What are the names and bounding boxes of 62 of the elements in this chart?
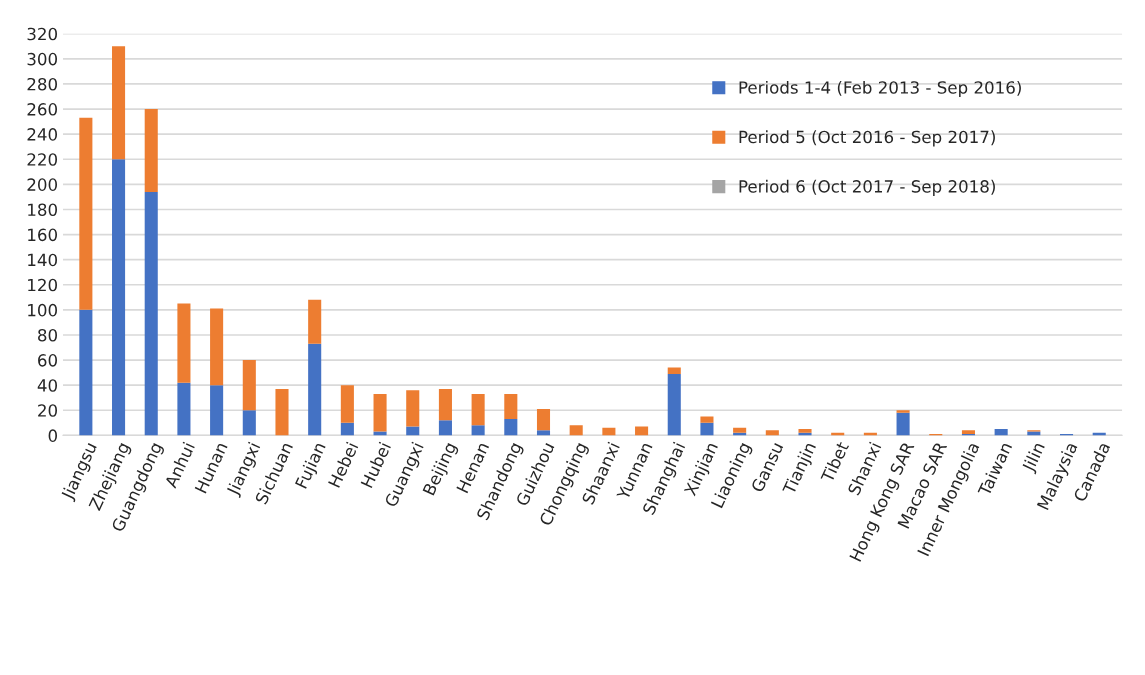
bar bbox=[340, 385, 354, 423]
y-tick-label: 320 bbox=[27, 27, 58, 41]
bar bbox=[242, 410, 256, 436]
y-tick-label: 140 bbox=[28, 253, 58, 267]
bar bbox=[733, 427, 747, 433]
bar bbox=[765, 430, 779, 436]
bar bbox=[700, 416, 714, 423]
y-tick-label: 20 bbox=[38, 404, 58, 417]
bar bbox=[144, 109, 158, 192]
bar bbox=[112, 46, 126, 160]
y-tick-label: 0 bbox=[48, 429, 58, 442]
y-tick-label: 200 bbox=[27, 178, 58, 191]
bar bbox=[667, 373, 681, 436]
bar bbox=[275, 388, 289, 436]
bar bbox=[79, 117, 93, 310]
bar bbox=[961, 430, 975, 435]
y-tick-label: 60 bbox=[38, 354, 58, 367]
bar bbox=[667, 367, 681, 374]
bar bbox=[340, 422, 354, 436]
bar bbox=[406, 390, 420, 427]
y-tick-label: 40 bbox=[37, 379, 58, 392]
y-tick-label: 80 bbox=[38, 328, 58, 342]
bar bbox=[406, 426, 420, 436]
bar bbox=[504, 393, 518, 420]
bar bbox=[994, 429, 1008, 436]
bar bbox=[471, 393, 485, 426]
bar bbox=[635, 426, 649, 436]
legend-label: Period 6 (Oct 2017 - Sep 2018) bbox=[739, 179, 995, 196]
bar bbox=[536, 430, 551, 436]
bar bbox=[112, 159, 126, 436]
bar bbox=[896, 410, 910, 413]
bar bbox=[308, 299, 322, 344]
bar bbox=[144, 191, 158, 436]
y-tick-label: 260 bbox=[27, 103, 58, 116]
bar bbox=[471, 425, 485, 436]
bar bbox=[177, 303, 191, 383]
y-tick-label: 220 bbox=[27, 153, 58, 166]
y-tick-label: 180 bbox=[28, 203, 58, 217]
bar bbox=[504, 419, 518, 436]
bar bbox=[308, 343, 322, 436]
bar bbox=[79, 309, 93, 436]
bar bbox=[438, 388, 452, 421]
bar bbox=[177, 382, 191, 436]
bar bbox=[438, 420, 452, 436]
bar bbox=[373, 393, 387, 432]
y-tick-label: 280 bbox=[27, 77, 58, 91]
bar bbox=[896, 412, 910, 436]
bar bbox=[536, 409, 551, 431]
legend-label: Periods 1-4 (Feb 2013 - Sep 2016) bbox=[739, 80, 1021, 98]
y-tick-label: 300 bbox=[27, 52, 58, 66]
bar bbox=[700, 422, 714, 436]
bar bbox=[210, 385, 224, 436]
bar bbox=[242, 360, 256, 411]
bar bbox=[602, 427, 616, 436]
y-tick-label: 120 bbox=[28, 278, 58, 292]
y-tick-label: 240 bbox=[27, 128, 58, 141]
legend-label: Period 5 (Oct 2016 - Sep 2017) bbox=[739, 130, 995, 147]
bar bbox=[569, 425, 583, 436]
x-tick-label: Tibet bbox=[820, 440, 850, 484]
bar bbox=[210, 308, 224, 386]
y-tick-label: 100 bbox=[28, 303, 58, 317]
y-tick-label: 160 bbox=[28, 228, 58, 242]
